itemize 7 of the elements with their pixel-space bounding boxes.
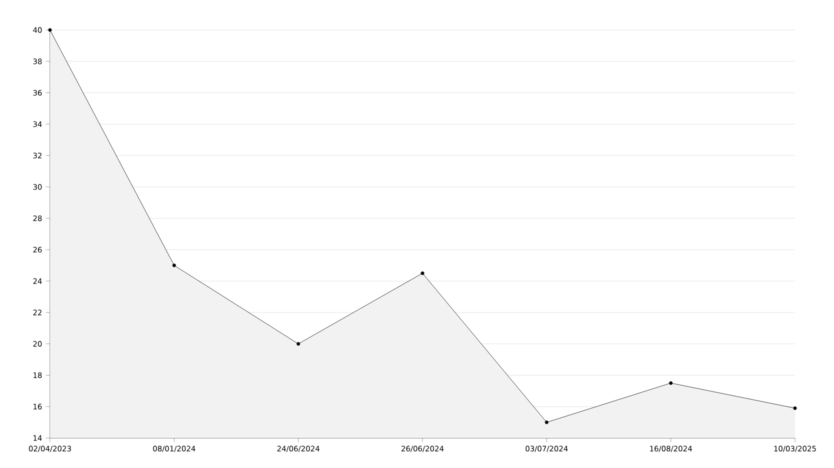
- point: [544, 420, 548, 424]
- point: [420, 271, 424, 276]
- point: [48, 28, 52, 32]
- point: [296, 342, 300, 346]
- point: [669, 381, 673, 385]
- point: [793, 406, 797, 410]
- point: [172, 264, 176, 268]
